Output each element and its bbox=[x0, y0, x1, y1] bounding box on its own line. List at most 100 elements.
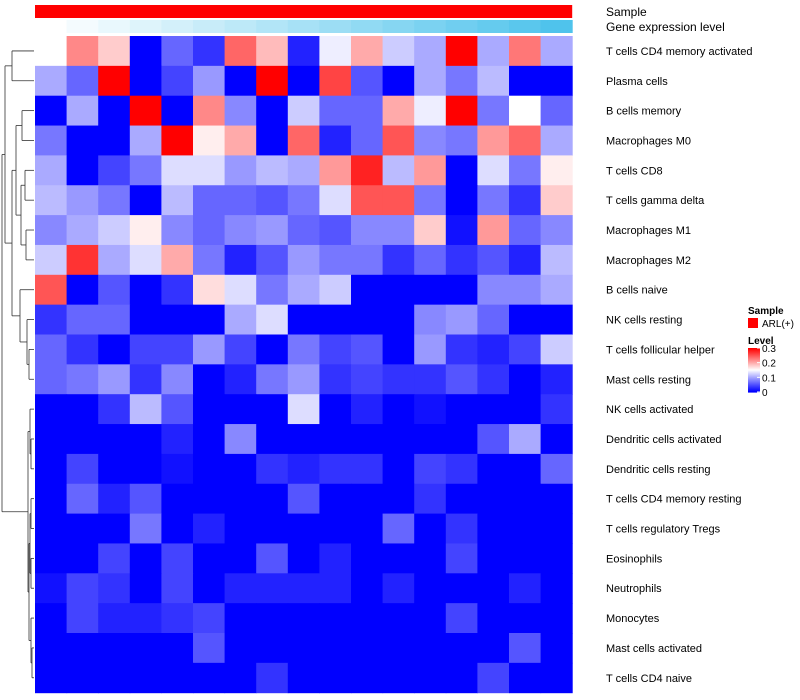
heatmap-cell bbox=[256, 483, 289, 515]
heatmap-cell bbox=[35, 483, 68, 515]
heatmap-cell bbox=[193, 364, 226, 395]
legend-sample-title: Sample bbox=[748, 306, 784, 317]
heatmap-cell bbox=[445, 274, 478, 306]
heatmap-cell bbox=[540, 573, 573, 604]
heatmap-cell bbox=[414, 424, 447, 455]
legend-gradient-step bbox=[748, 376, 760, 378]
heatmap-cell bbox=[445, 453, 478, 485]
heatmap-cell bbox=[477, 633, 510, 664]
heatmap-cell bbox=[477, 125, 510, 156]
heatmap-cell bbox=[477, 244, 510, 276]
heatmap-cell bbox=[445, 513, 478, 544]
heatmap-cell bbox=[161, 334, 194, 365]
heatmap-cell bbox=[351, 633, 384, 664]
heatmap-cell bbox=[319, 155, 352, 186]
legend-gradient-step bbox=[748, 378, 760, 380]
heatmap-cell bbox=[256, 185, 289, 216]
heatmap-cell bbox=[382, 633, 415, 664]
legend-gradient-step bbox=[748, 384, 760, 386]
row-label: Dendritic cells activated bbox=[606, 434, 722, 446]
legend-gradient-step bbox=[748, 356, 760, 358]
legend-gradient-step bbox=[748, 359, 760, 361]
heatmap-cell bbox=[540, 424, 573, 455]
heatmap-cell bbox=[351, 215, 384, 246]
legend-gradient-step bbox=[748, 380, 760, 382]
heatmap-cell bbox=[477, 424, 510, 455]
row-label: T cells CD8 bbox=[606, 165, 663, 177]
row-label: T cells follicular helper bbox=[606, 344, 715, 356]
heatmap-cell bbox=[98, 244, 131, 276]
heatmap-cell bbox=[35, 125, 68, 156]
heatmap-cell bbox=[256, 364, 289, 395]
heatmap-cell bbox=[129, 304, 162, 335]
heatmap-cell bbox=[129, 573, 162, 604]
heatmap-cell bbox=[129, 334, 162, 365]
heatmap-cell bbox=[319, 364, 352, 395]
heatmap-cell bbox=[287, 633, 320, 664]
heatmap-cell bbox=[35, 334, 68, 365]
legend-gradient-step bbox=[748, 377, 760, 379]
heatmap-cell bbox=[161, 513, 194, 544]
heatmap-cell bbox=[256, 155, 289, 186]
heatmap-cell bbox=[351, 483, 384, 515]
heatmap-cell bbox=[445, 603, 478, 634]
heatmap-cell bbox=[161, 453, 194, 485]
heatmap-cell bbox=[224, 603, 257, 634]
heatmap-cell bbox=[129, 65, 162, 97]
legend-gradient-step bbox=[748, 374, 760, 376]
heatmap-cell bbox=[193, 65, 226, 97]
legend-gradient-step bbox=[748, 363, 760, 365]
heatmap-cell bbox=[287, 603, 320, 634]
heatmap-cell bbox=[319, 185, 352, 216]
heatmap-cell bbox=[319, 65, 352, 97]
heatmap-cell bbox=[540, 185, 573, 216]
heatmap-cell bbox=[382, 364, 415, 395]
heatmap-cell bbox=[445, 633, 478, 664]
heatmap-cell bbox=[66, 573, 99, 604]
heatmap-cell bbox=[319, 95, 352, 127]
heatmap-cell bbox=[540, 513, 573, 544]
legend-gradient-step bbox=[748, 367, 760, 369]
heatmap-cell bbox=[256, 95, 289, 127]
heatmap-cell bbox=[193, 185, 226, 216]
heatmap-cell bbox=[287, 65, 320, 97]
heatmap-cell bbox=[319, 513, 352, 544]
heatmap-cell bbox=[351, 453, 384, 485]
heatmap-cell bbox=[256, 36, 289, 67]
heatmap-cell bbox=[224, 483, 257, 515]
heatmap-cell bbox=[224, 36, 257, 67]
heatmap-cell bbox=[540, 155, 573, 186]
heatmap-cell bbox=[445, 483, 478, 515]
heatmap-cell bbox=[224, 215, 257, 246]
heatmap-cell bbox=[540, 543, 573, 574]
heatmap-cell bbox=[287, 244, 320, 276]
heatmap-cell bbox=[193, 244, 226, 276]
expression-annotation-cell bbox=[66, 20, 99, 33]
heatmap-cell bbox=[98, 274, 131, 306]
legend-gradient-step bbox=[748, 368, 760, 370]
heatmap-cell bbox=[35, 394, 68, 425]
heatmap-cell bbox=[256, 633, 289, 664]
heatmap-cell bbox=[98, 394, 131, 425]
heatmap-cell bbox=[445, 573, 478, 604]
heatmap-cell bbox=[351, 662, 384, 694]
heatmap-cell bbox=[540, 215, 573, 246]
heatmap-cell bbox=[414, 125, 447, 156]
heatmap-cell bbox=[509, 453, 542, 485]
heatmap-cell bbox=[509, 364, 542, 395]
legend-gradient-step bbox=[748, 371, 760, 373]
heatmap-cell bbox=[287, 125, 320, 156]
heatmap-cell bbox=[224, 424, 257, 455]
row-label: Mast cells activated bbox=[606, 643, 702, 655]
heatmap-cell bbox=[35, 65, 68, 97]
row-label: B cells memory bbox=[606, 106, 682, 118]
heatmap-cell bbox=[129, 36, 162, 67]
legend-gradient-step bbox=[748, 375, 760, 377]
legend-level-tick: 0.3 bbox=[762, 344, 776, 355]
heatmap-cell bbox=[351, 244, 384, 276]
heatmap-cell bbox=[66, 543, 99, 574]
heatmap-cell bbox=[477, 453, 510, 485]
heatmap-cell bbox=[129, 603, 162, 634]
heatmap-cell bbox=[256, 334, 289, 365]
